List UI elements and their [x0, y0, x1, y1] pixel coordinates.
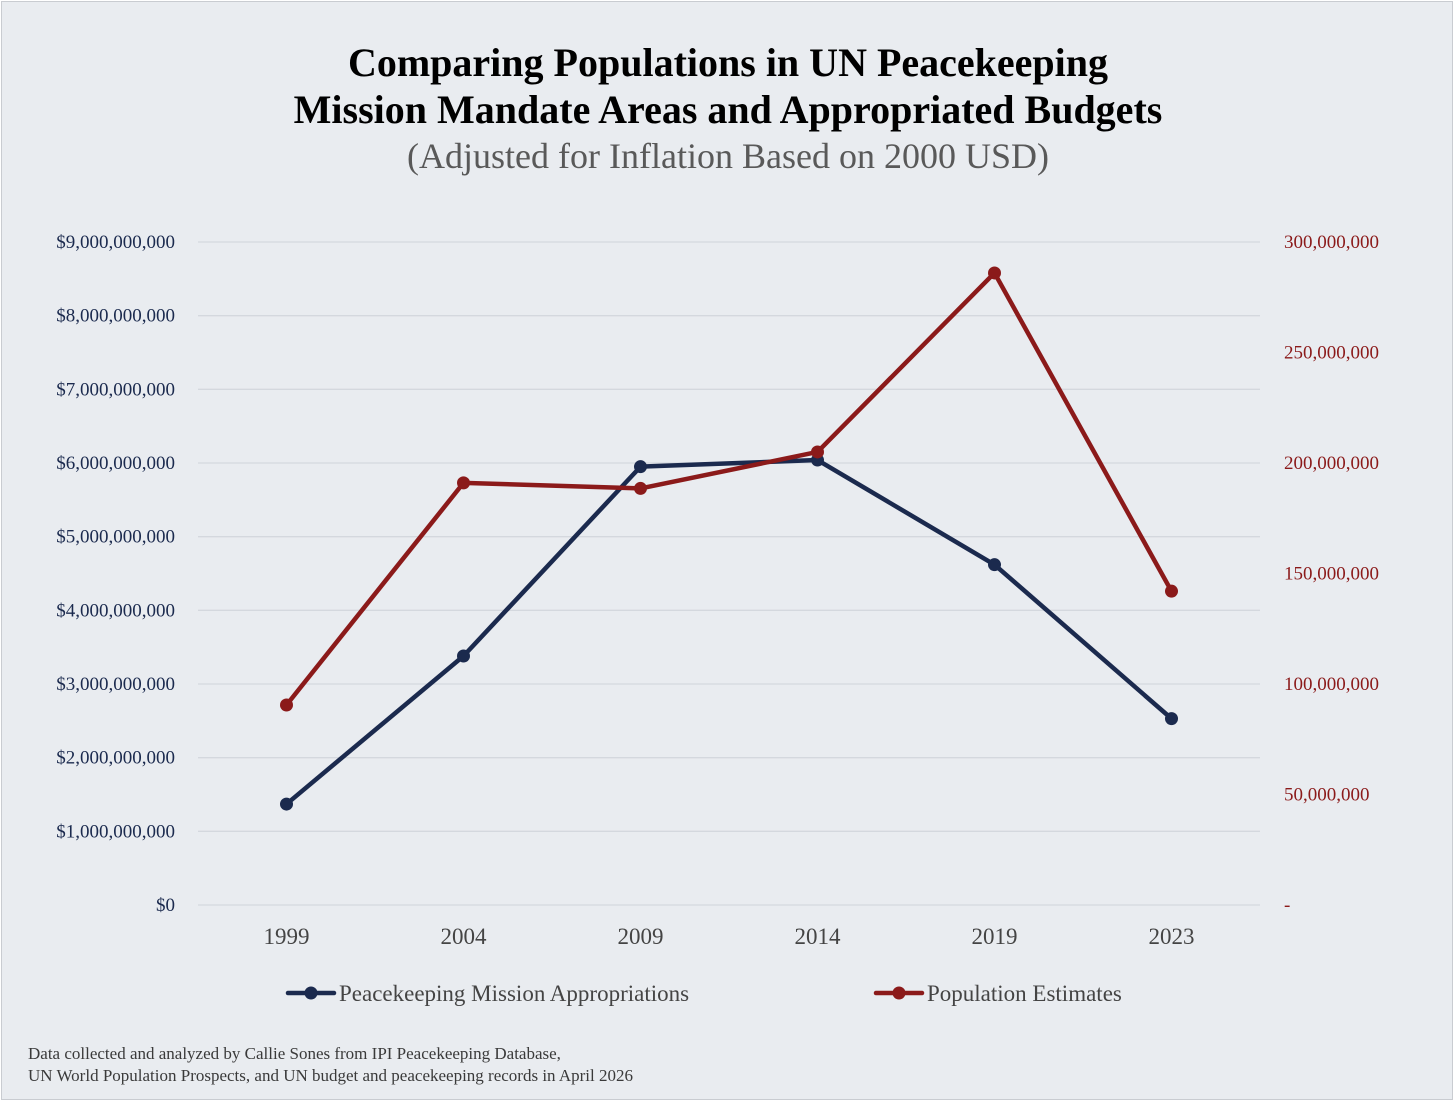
chart-subtitle: (Adjusted for Inflation Based on 2000 US…: [407, 136, 1049, 176]
legend-swatch-marker: [892, 986, 906, 1000]
left-axis-tick-label: $4,000,000,000: [56, 600, 175, 621]
data-point: [280, 797, 293, 811]
chart-title-line-1: Comparing Populations in UN Peacekeeping: [347, 40, 1109, 85]
series: [280, 266, 1178, 811]
x-axis-tick-label: 1999: [264, 924, 310, 949]
right-axis-tick-label: 300,000,000: [1284, 232, 1379, 253]
left-axis-tick-label: $6,000,000,000: [56, 453, 175, 474]
right-axis-tick-label: 150,000,000: [1284, 564, 1379, 585]
legend-swatch-marker: [304, 986, 318, 1000]
footnote-line-2: UN World Population Prospects, and UN bu…: [28, 1066, 634, 1085]
series-line: [284, 270, 1174, 708]
data-point: [280, 698, 293, 712]
data-point: [634, 481, 647, 495]
series-line: [284, 457, 1174, 807]
data-point: [1165, 712, 1178, 726]
chart-title-line-2: Mission Mandate Areas and Appropriated B…: [293, 87, 1163, 132]
data-point: [457, 649, 470, 663]
left-axis-tick-label: $1,000,000,000: [56, 821, 175, 842]
data-point: [634, 460, 647, 474]
x-axis-tick-label: 2019: [972, 924, 1018, 949]
legend-label: Peacekeeping Mission Appropriations: [339, 981, 689, 1006]
data-point: [457, 476, 470, 490]
left-axis-tick-label: $9,000,000,000: [56, 232, 175, 253]
left-axis-tick-label: $8,000,000,000: [56, 306, 175, 327]
footnote-line-1: Data collected and analyzed by Callie So…: [28, 1044, 561, 1063]
right-axis-tick-label: 100,000,000: [1284, 674, 1379, 695]
left-axis-tick-label: $2,000,000,000: [56, 748, 175, 769]
legend: Peacekeeping Mission Appropriations Popul…: [285, 981, 1122, 1006]
x-axis-tick-label: 2014: [795, 924, 842, 949]
gridlines: [198, 241, 1260, 906]
right-axis-tick-label: 50,000,000: [1284, 785, 1370, 806]
x-axis-tick-label: 2009: [618, 924, 664, 949]
right-y-axis: - 50,000,000 100,000,000 150,000,000 200,000…: [1284, 232, 1379, 916]
legend-item: Population Estimates: [873, 981, 1122, 1006]
left-y-axis: $0 $1,000,000,000 $2,000,000,000 $3,000,000…: [56, 232, 175, 916]
x-axis: 1999 2004 2009 2014 2019 2023: [264, 924, 1195, 949]
data-point: [811, 445, 824, 459]
left-axis-tick-label: $3,000,000,000: [56, 674, 175, 695]
left-axis-tick-label: $0: [156, 895, 175, 916]
data-point: [988, 558, 1001, 572]
x-axis-tick-label: 2023: [1149, 924, 1195, 949]
x-axis-tick-label: 2004: [441, 924, 488, 949]
data-point: [988, 266, 1001, 280]
right-axis-tick-label: 200,000,000: [1284, 453, 1379, 474]
right-axis-tick-label: -: [1284, 895, 1290, 916]
legend-label: Population Estimates: [927, 981, 1122, 1006]
left-axis-tick-label: $5,000,000,000: [56, 527, 175, 548]
series-population-estimates: [280, 266, 1178, 712]
right-axis-tick-label: 250,000,000: [1284, 343, 1379, 364]
legend-item: Peacekeeping Mission Appropriations: [285, 981, 689, 1006]
data-point: [1165, 584, 1178, 598]
left-axis-tick-label: $7,000,000,000: [56, 379, 175, 400]
